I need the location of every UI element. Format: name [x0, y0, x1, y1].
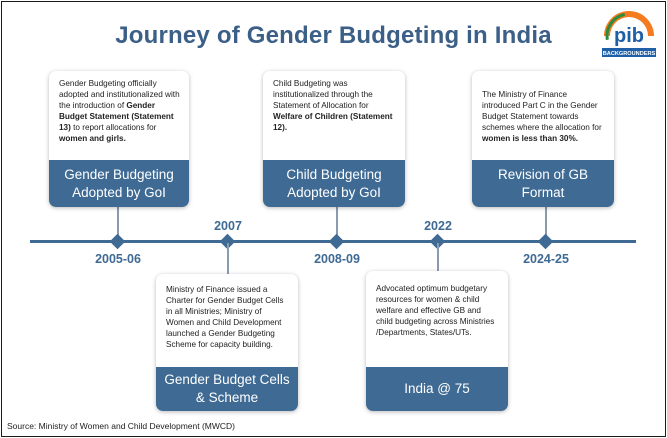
- milestone-card-5: The Ministry of Finance introduced Part …: [472, 71, 614, 207]
- milestone-text-part: to report allocations for: [70, 123, 157, 132]
- milestone-text-part: The Ministry of Finance introduced Part …: [482, 90, 602, 132]
- stem-4: [437, 243, 439, 273]
- pib-logo-icon: pib BACKGROUNDERS: [602, 11, 656, 60]
- source-note: Source: Ministry of Women and Child Deve…: [7, 421, 235, 431]
- milestone-text-part: Gender Budgeting officially adopted and …: [59, 79, 180, 110]
- milestone-heading-3: Child Budgeting Adopted by GoI: [263, 160, 405, 207]
- milestone-text-2: Ministry of Finance issued a Charter for…: [156, 274, 298, 350]
- milestone-text-part: Advocated optimum budgetary resources fo…: [376, 284, 495, 337]
- milestone-card-3: Child Budgeting was institutionalized th…: [263, 71, 405, 207]
- stem-5: [545, 205, 547, 240]
- year-label-2: 2007: [214, 219, 242, 233]
- milestone-card-1: Gender Budgeting officially adopted and …: [49, 71, 189, 207]
- milestone-card-4: Advocated optimum budgetary resources fo…: [366, 271, 508, 411]
- milestone-text-part: Ministry of Finance issued a Charter for…: [166, 285, 284, 349]
- milestone-text-part: Welfare of Children (Statement 12).: [273, 112, 393, 132]
- stem-2: [227, 243, 229, 276]
- milestone-text-part: Child Budgeting was institutionalized th…: [273, 79, 373, 110]
- milestone-heading-4: India @ 75: [366, 367, 508, 411]
- year-label-1: 2005-06: [95, 252, 141, 266]
- milestone-text-part: women and girls.: [59, 134, 126, 143]
- milestone-text-part: women is less than 30%.: [482, 134, 579, 143]
- logo-subtext: BACKGROUNDERS: [603, 51, 656, 57]
- milestone-text-1: Gender Budgeting officially adopted and …: [49, 71, 189, 144]
- milestone-text-3: Child Budgeting was institutionalized th…: [263, 71, 405, 133]
- stem-3: [336, 205, 338, 240]
- milestone-card-2: Ministry of Finance issued a Charter for…: [156, 274, 298, 411]
- milestone-heading-5: Revision of GB Format: [472, 160, 614, 207]
- logo-text: pib: [614, 25, 644, 47]
- milestone-text-part: Gender Budget Statement (Statement 13): [59, 101, 174, 132]
- page-title: Journey of Gender Budgeting in India: [115, 22, 552, 49]
- milestone-heading-2: Gender Budget Cells & Scheme: [156, 367, 298, 411]
- milestone-text-5: The Ministry of Finance introduced Part …: [472, 71, 614, 144]
- year-label-4: 2022: [424, 219, 452, 233]
- milestone-text-4: Advocated optimum budgetary resources fo…: [366, 271, 508, 338]
- milestone-heading-1: Gender Budgeting Adopted by GoI: [49, 160, 189, 207]
- year-label-5: 2024-25: [523, 252, 569, 266]
- stem-1: [117, 205, 119, 240]
- year-label-3: 2008-09: [314, 252, 360, 266]
